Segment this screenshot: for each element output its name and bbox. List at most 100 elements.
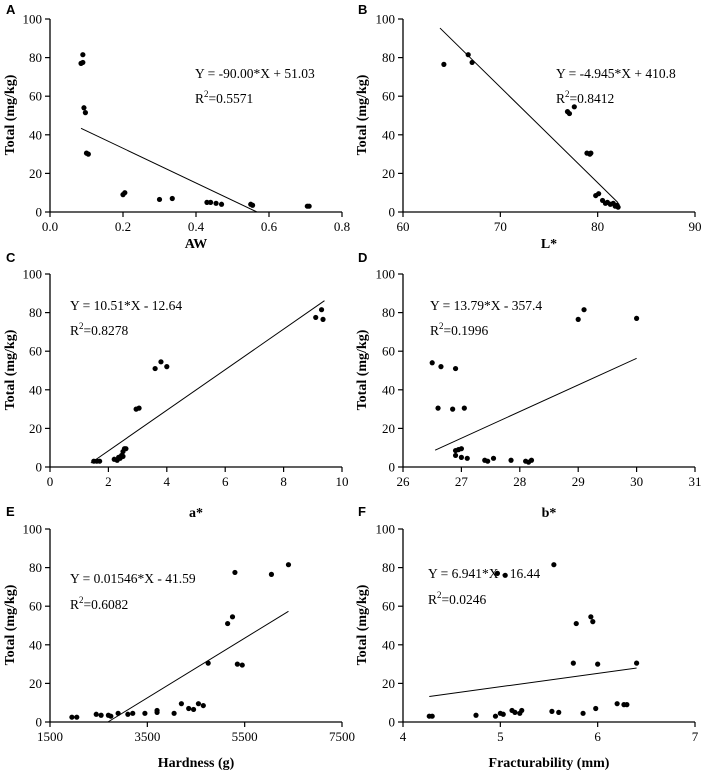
data-point xyxy=(441,61,447,67)
data-point xyxy=(590,619,596,625)
y-axis-title: Total (mg/kg) xyxy=(355,329,370,410)
y-tick-label: 60 xyxy=(382,344,395,359)
data-point xyxy=(152,365,158,372)
data-point xyxy=(178,701,184,707)
x-tick-label: 7500 xyxy=(329,729,355,744)
r-squared-exponent: 2 xyxy=(204,89,209,99)
r-squared-exponent: 2 xyxy=(437,590,442,600)
data-point xyxy=(122,190,128,196)
x-axis-title: L* xyxy=(541,237,557,252)
data-point xyxy=(97,458,103,464)
data-point xyxy=(551,562,557,568)
y-axis-title: Total (mg/kg) xyxy=(355,74,370,155)
x-tick-label: 7 xyxy=(692,729,699,744)
data-point xyxy=(98,712,104,718)
panel-label: F xyxy=(358,504,366,519)
data-point xyxy=(615,204,621,210)
data-point xyxy=(485,458,491,464)
regression-line xyxy=(90,300,325,464)
r-squared-prefix: R xyxy=(70,597,79,612)
data-point xyxy=(213,200,219,206)
data-point xyxy=(218,201,225,207)
data-point xyxy=(200,702,206,709)
data-point xyxy=(450,406,456,412)
data-point xyxy=(205,660,211,666)
data-point xyxy=(169,195,175,202)
data-point xyxy=(438,364,444,370)
regression-line xyxy=(439,27,619,204)
r-squared-exponent: 2 xyxy=(565,89,570,99)
data-point xyxy=(473,712,479,718)
y-axis-title: Total (mg/kg) xyxy=(3,584,18,665)
data-point xyxy=(239,662,245,668)
x-tick-label: 1500 xyxy=(37,729,63,744)
r-squared-label: R2=0.8412 xyxy=(556,89,614,106)
r-squared-label: R2=0.1996 xyxy=(430,321,489,338)
data-point xyxy=(82,110,89,116)
data-point xyxy=(190,706,197,713)
y-tick-label: 20 xyxy=(29,166,42,181)
x-tick-label: 31 xyxy=(689,474,702,489)
data-point xyxy=(571,104,577,110)
data-point xyxy=(570,660,576,666)
r-squared-prefix: R xyxy=(430,323,439,338)
y-tick-label: 60 xyxy=(29,89,42,104)
panel-b: B 0 20 40 60 80 100 60 70 80 90 L* Total (mg/kg) Y = … xyxy=(355,2,702,252)
regression-equation: Y = 13.79*X - 357.4 xyxy=(430,298,542,313)
x-tick-label: 10 xyxy=(336,474,349,489)
y-tick-label: 40 xyxy=(382,382,395,397)
y-tick-label: 60 xyxy=(382,599,395,614)
y-tick-label: 40 xyxy=(382,127,395,142)
data-point xyxy=(234,661,240,667)
y-tick-label: 80 xyxy=(29,560,42,575)
data-point xyxy=(452,452,459,459)
data-point xyxy=(573,620,579,627)
y-tick-label: 60 xyxy=(29,599,42,614)
data-point xyxy=(492,713,499,719)
y-tick-label: 0 xyxy=(389,460,396,475)
data-point xyxy=(232,569,238,576)
x-axis-title: a* xyxy=(189,506,203,521)
r-squared-exponent: 2 xyxy=(439,321,444,331)
data-point xyxy=(458,446,464,452)
regression-line xyxy=(429,667,637,698)
y-tick-label: 100 xyxy=(23,267,43,282)
regression-equation: Y = 0.01546*X - 41.59 xyxy=(70,571,196,586)
y-tick-label: 100 xyxy=(376,522,396,537)
data-point xyxy=(588,150,594,156)
x-tick-label: 2 xyxy=(105,474,112,489)
data-point xyxy=(581,307,587,313)
y-axis-title: Total (mg/kg) xyxy=(3,329,18,410)
x-tick-label: 5500 xyxy=(232,729,258,744)
data-point xyxy=(508,457,514,463)
data-point xyxy=(171,710,177,716)
data-point xyxy=(74,714,80,720)
y-tick-label: 100 xyxy=(376,12,396,27)
x-tick-label: 30 xyxy=(630,474,643,489)
x-tick-label: 8 xyxy=(280,474,287,489)
x-tick-label: 80 xyxy=(591,219,604,234)
regression-line xyxy=(80,127,258,213)
data-point xyxy=(136,405,142,411)
data-point xyxy=(588,614,594,620)
data-point xyxy=(500,711,506,717)
data-point xyxy=(580,710,586,716)
y-tick-label: 60 xyxy=(29,344,42,359)
data-point xyxy=(80,52,86,58)
y-tick-label: 40 xyxy=(382,637,395,652)
r-squared-prefix: R xyxy=(428,592,437,607)
x-tick-label: 0.4 xyxy=(188,219,205,234)
data-point xyxy=(429,713,435,719)
data-point xyxy=(593,705,599,712)
y-tick-label: 100 xyxy=(376,267,396,282)
regression-equation: Y = -4.945*X + 410.8 xyxy=(556,66,676,81)
panel-c: C 0 20 40 60 80 100 0 2 4 6 8 10 a* Total (mg/kg) Y = 1… xyxy=(3,250,349,521)
data-point xyxy=(69,714,75,720)
data-point xyxy=(528,457,535,463)
y-tick-label: 20 xyxy=(29,421,42,436)
r-squared-label: R2=0.6082 xyxy=(70,595,128,612)
y-tick-label: 20 xyxy=(382,676,395,691)
y-axis-title: Total (mg/kg) xyxy=(355,584,370,665)
x-tick-label: 60 xyxy=(397,219,410,234)
data-point xyxy=(268,571,275,577)
